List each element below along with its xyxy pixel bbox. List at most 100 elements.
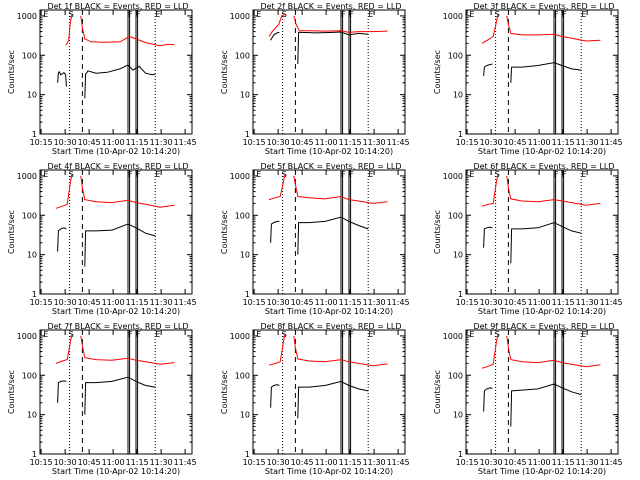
y-tick-label: 1000 (443, 332, 463, 341)
event-marker-label: F (136, 170, 141, 179)
y-axis-label: Counts/sec (220, 50, 229, 94)
chart-panel-7: Det 7f BLACK = Events, RED = LLD 1 10 100 10… (7, 322, 197, 476)
events-series-line (270, 220, 280, 243)
x-tick-label: 11:30 (576, 298, 599, 307)
x-tick-label: 10:15 (456, 458, 479, 467)
events-series-line (483, 226, 493, 248)
x-tick-label: 10:45 (78, 298, 101, 307)
y-tick-label: 10 (453, 251, 463, 260)
event-marker-label: F (128, 170, 133, 179)
plot-frame (465, 9, 619, 135)
y-axis-label: Counts/sec (220, 370, 229, 414)
x-tick-label: 10:45 (504, 298, 527, 307)
y-tick-label: 1000 (230, 332, 250, 341)
events-series-line (483, 63, 493, 76)
x-tick-label: 10:45 (504, 458, 527, 467)
x-tick-label: 11:45 (600, 298, 623, 307)
x-tick-label: 10:45 (291, 298, 314, 307)
chart-title: Det 2f BLACK = Events, RED = LLD (260, 2, 401, 11)
events-series-line (270, 384, 280, 408)
chart-panel-4: Det 4f BLACK = Events, RED = LLD 1 10 100 10… (7, 162, 197, 316)
event-marker-label: S (69, 10, 74, 19)
event-marker-label: F (562, 170, 567, 179)
lld-series-line (268, 174, 286, 201)
y-axis-label: Counts/sec (433, 50, 442, 94)
y-tick-label: 10 (240, 411, 250, 420)
x-axis-label: Start Time (10-Apr-02 10:14:20) (265, 147, 393, 156)
lld-series-line (268, 334, 286, 366)
y-tick-label: 1000 (443, 12, 463, 21)
y-tick-label: 1000 (230, 172, 250, 181)
lld-series-line (506, 335, 601, 368)
event-marker-label: F (341, 170, 346, 179)
x-tick-label: 11:00 (315, 458, 338, 467)
x-tick-label: 10:30 (54, 458, 77, 467)
x-tick-label: 11:00 (528, 458, 551, 467)
y-tick-label: 1 (458, 290, 463, 299)
x-tick-label: 10:30 (480, 298, 503, 307)
x-tick-label: 10:15 (456, 138, 479, 147)
y-tick-label: 100 (448, 211, 463, 220)
x-tick-label: 11:00 (528, 138, 551, 147)
event-marker-label: E (155, 10, 160, 19)
y-axis-label: Counts/sec (7, 50, 16, 94)
x-tick-label: 10:30 (267, 138, 290, 147)
chart-panel-8: Det 8f BLACK = Events, RED = LLD 1 10 100 10… (220, 322, 410, 476)
x-tick-label: 11:15 (339, 298, 362, 307)
chart-panel-5: Det 5f BLACK = Events, RED = LLD 1 10 100 10… (220, 162, 410, 316)
lld-series-line (481, 174, 499, 207)
x-tick-label: 11:45 (387, 298, 410, 307)
lld-series-line (55, 174, 73, 209)
event-marker-label: F (341, 10, 346, 19)
x-tick-label: 11:45 (174, 458, 197, 467)
x-tick-label: 11:30 (576, 458, 599, 467)
x-tick-label: 10:45 (78, 138, 101, 147)
x-tick-label: 11:45 (600, 458, 623, 467)
x-tick-label: 11:30 (150, 298, 173, 307)
y-tick-label: 1 (458, 130, 463, 139)
events-series-line (510, 222, 582, 264)
lld-series-line (65, 14, 73, 46)
x-tick-label: 10:45 (78, 458, 101, 467)
event-marker-label: E (581, 10, 586, 19)
lld-series-line (293, 335, 388, 367)
x-tick-label: 11:15 (552, 138, 575, 147)
y-axis-label: Counts/sec (433, 210, 442, 254)
x-tick-label: 11:30 (363, 138, 386, 147)
event-marker-label: F (349, 170, 354, 179)
x-tick-label: 11:15 (126, 138, 149, 147)
x-tick-label: 11:45 (174, 138, 197, 147)
x-tick-label: 10:15 (243, 458, 266, 467)
x-tick-label: 10:30 (267, 458, 290, 467)
event-marker-label: E (469, 330, 474, 339)
chart-panel-1: Det 1f BLACK = Events, RED = LLD 1 10 100 10… (7, 2, 197, 156)
lld-series-line (293, 175, 388, 204)
chart-title: Det 4f BLACK = Events, RED = LLD (47, 162, 188, 171)
y-tick-label: 100 (22, 371, 37, 380)
chart-panel-3: Det 3f BLACK = Events, RED = LLD 1 10 100 10… (433, 2, 623, 156)
events-series-line (483, 387, 493, 412)
lld-series-line (506, 15, 601, 42)
x-tick-label: 11:00 (102, 298, 125, 307)
event-marker-label: S (495, 330, 500, 339)
y-tick-label: 1 (32, 130, 37, 139)
x-tick-label: 11:00 (528, 298, 551, 307)
x-axis-label: Start Time (10-Apr-02 10:14:20) (478, 307, 606, 316)
event-marker-label: E (155, 170, 160, 179)
event-marker-label: E (469, 10, 474, 19)
events-series-line (510, 62, 582, 83)
x-axis-label: Start Time (10-Apr-02 10:14:20) (478, 467, 606, 476)
plot-frame (252, 169, 406, 295)
events-series-line (297, 380, 369, 419)
chart-panel-9: Det 9f BLACK = Events, RED = LLD 1 10 100 10… (433, 322, 623, 476)
y-tick-label: 100 (235, 371, 250, 380)
event-marker-label: E (368, 170, 373, 179)
lld-series-line (481, 334, 499, 369)
events-series-line (297, 31, 369, 65)
events-series-line (84, 64, 156, 99)
x-axis-label: Start Time (10-Apr-02 10:14:20) (52, 307, 180, 316)
x-tick-label: 11:45 (387, 138, 410, 147)
event-marker-label: F (562, 330, 567, 339)
events-series-line (297, 216, 369, 255)
